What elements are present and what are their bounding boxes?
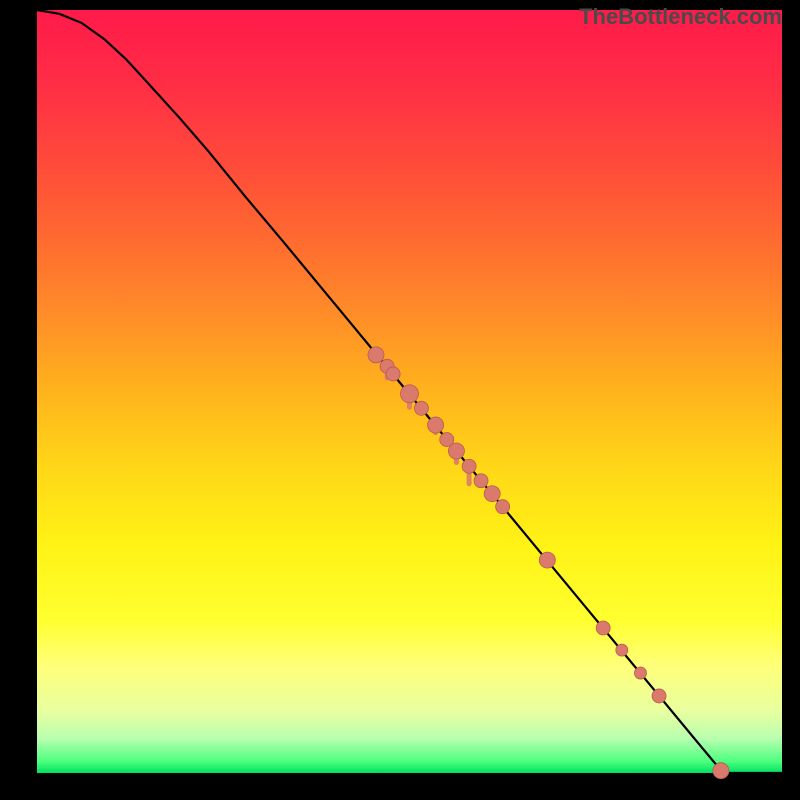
marker-point — [496, 500, 510, 514]
marker-points — [368, 347, 729, 779]
watermark-text: TheBottleneck.com — [579, 4, 782, 30]
marker-point — [474, 474, 488, 488]
bottleneck-curve — [37, 10, 782, 773]
marker-point — [380, 359, 394, 373]
marker-drip — [454, 451, 459, 465]
marker-point — [484, 486, 500, 502]
marker-point — [616, 644, 628, 656]
marker-point — [634, 667, 646, 679]
chart-canvas: TheBottleneck.com — [0, 0, 800, 800]
marker-point — [713, 763, 729, 779]
marker-point — [440, 433, 454, 447]
chart-svg — [0, 0, 800, 800]
marker-point — [596, 621, 610, 635]
marker-drip — [373, 355, 378, 361]
marker-point — [414, 401, 428, 415]
marker-drip — [385, 366, 390, 380]
marker-point — [539, 552, 555, 568]
marker-drips — [373, 355, 471, 486]
marker-drip — [433, 425, 438, 435]
chart-background — [37, 10, 782, 773]
marker-point — [368, 347, 384, 363]
marker-point — [386, 367, 400, 381]
marker-point — [462, 459, 476, 473]
marker-drip — [467, 466, 472, 486]
marker-point — [652, 689, 666, 703]
marker-point — [428, 417, 444, 433]
marker-point — [448, 443, 464, 459]
marker-point — [401, 385, 419, 403]
marker-drip — [407, 394, 412, 410]
